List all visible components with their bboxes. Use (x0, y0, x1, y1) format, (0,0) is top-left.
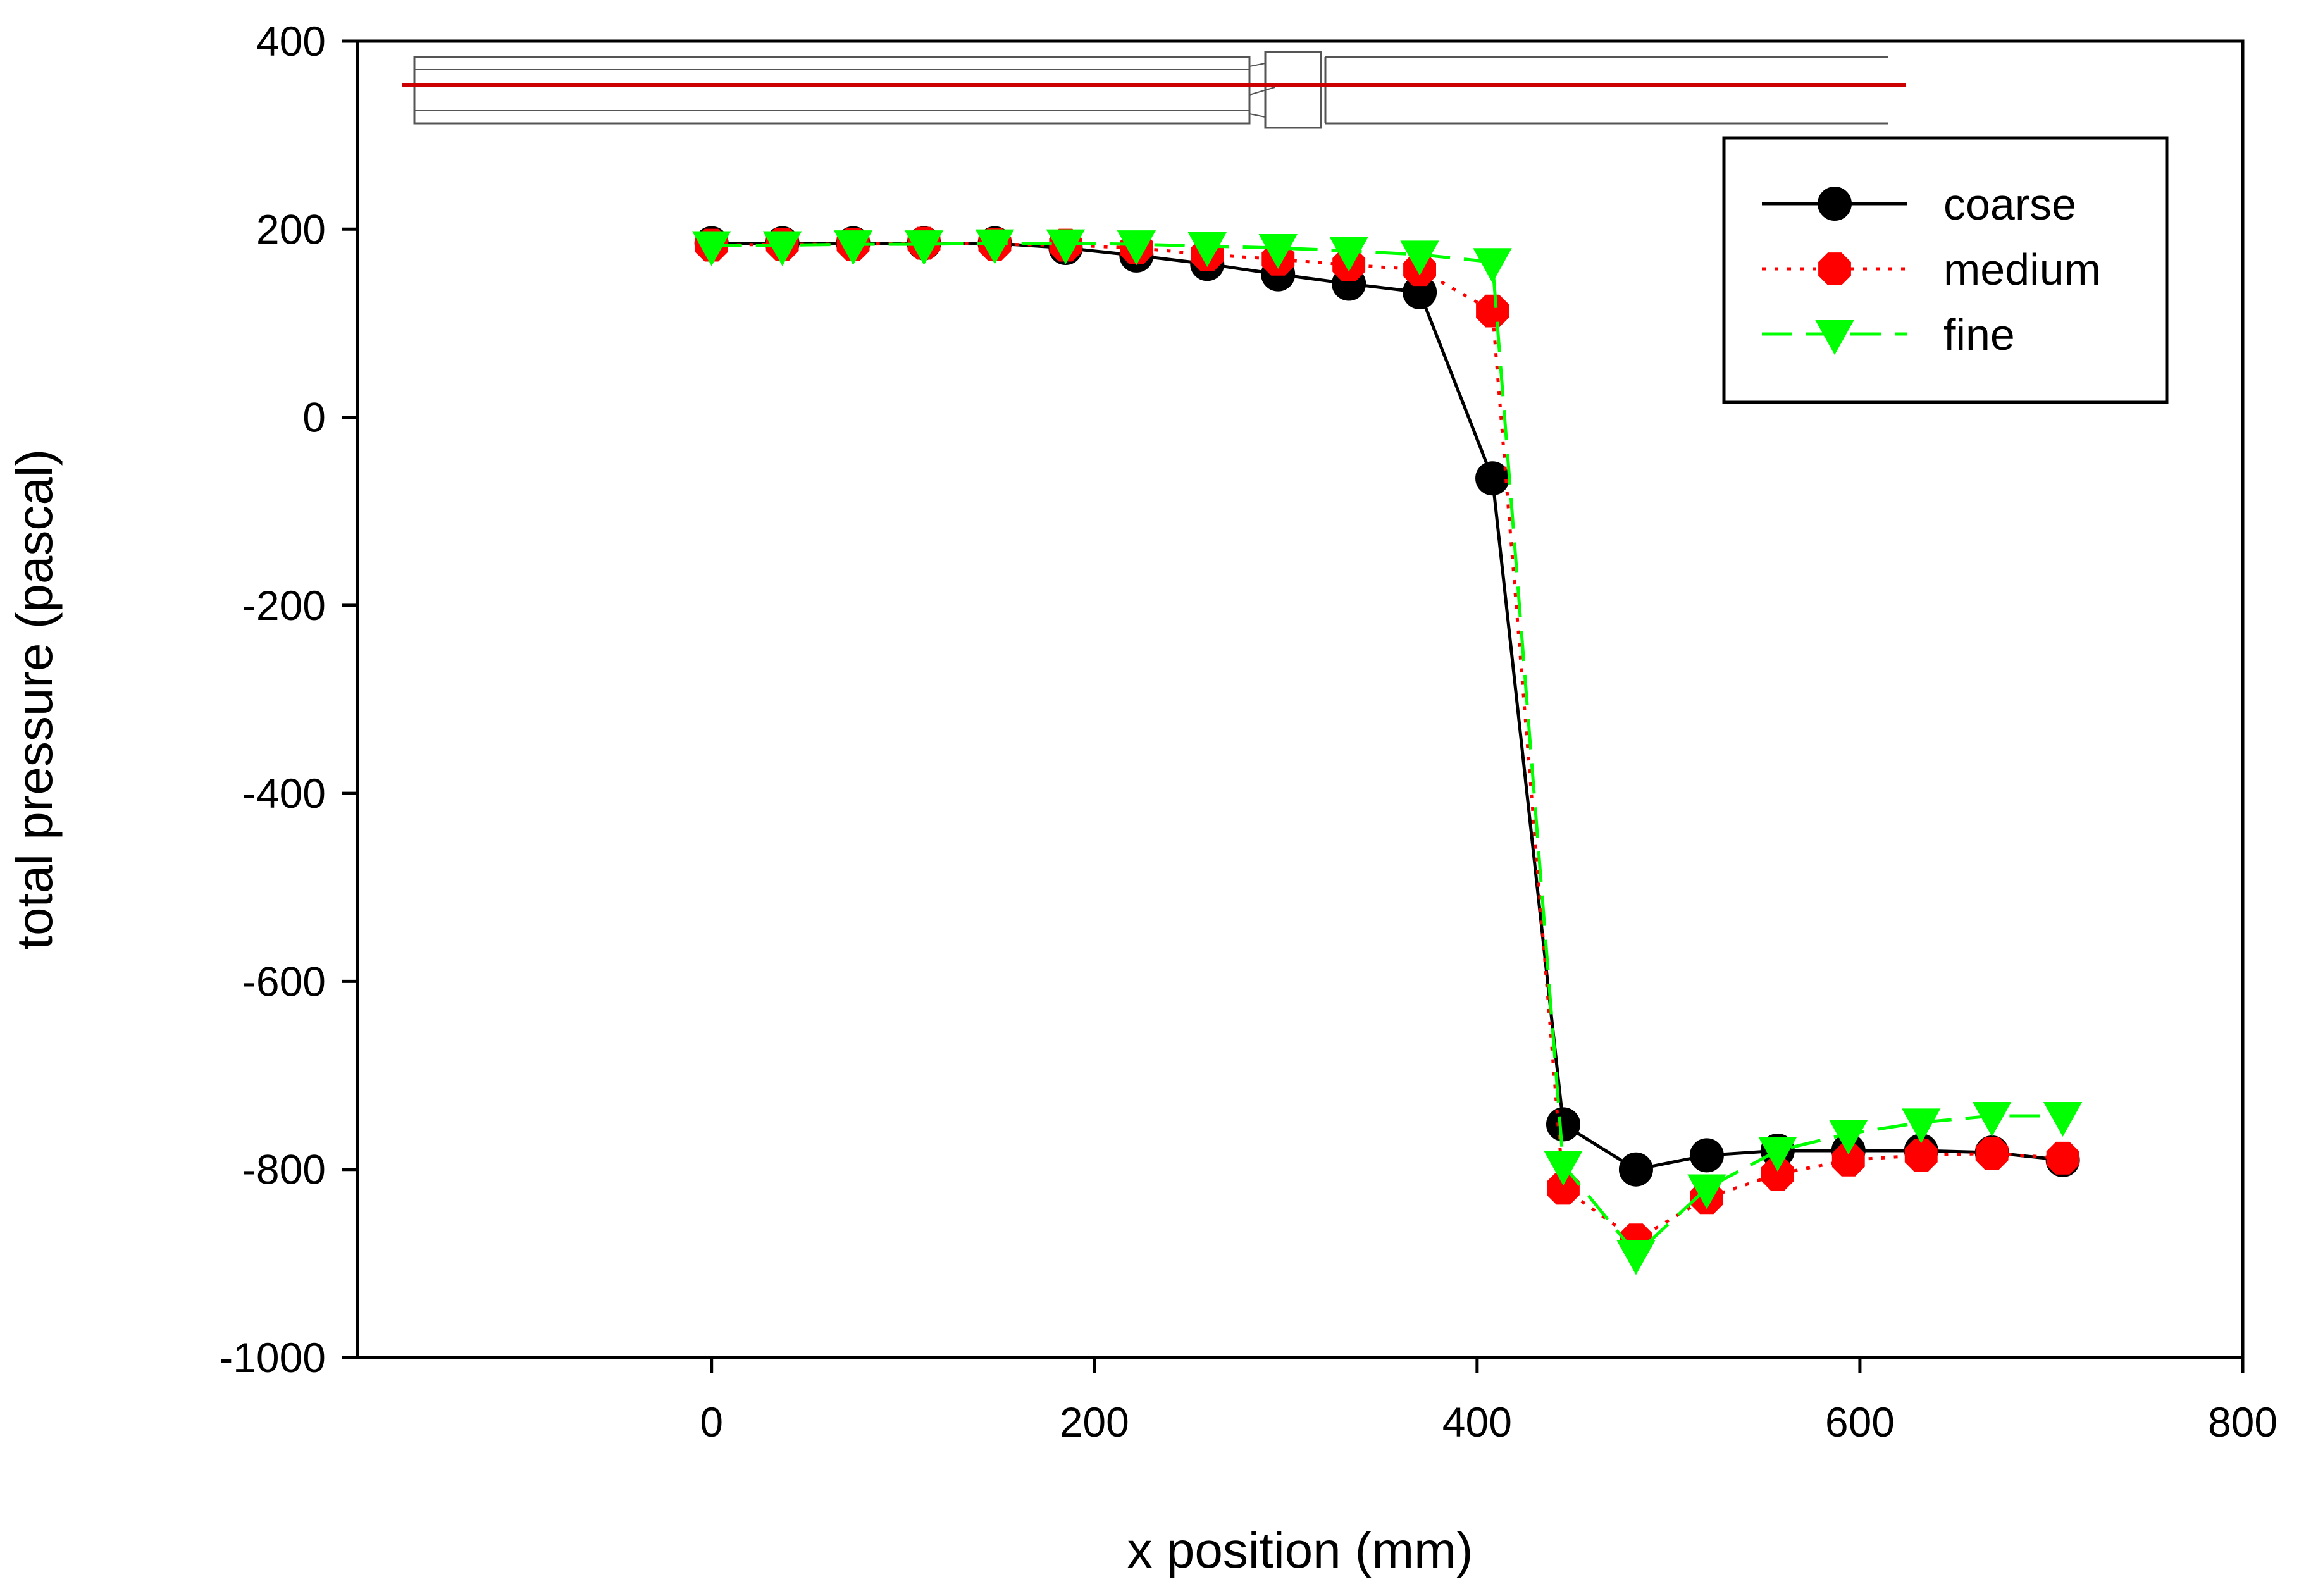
data-point-fine (975, 229, 1015, 264)
data-point-fine (1687, 1174, 1726, 1209)
legend-label-fine: fine (1943, 310, 2015, 359)
data-point-fine (1473, 248, 1512, 283)
legend-box (1722, 136, 2169, 404)
data-point-fine (1258, 234, 1298, 269)
series-line-medium (711, 242, 2063, 1242)
inset-connector-edge-bottom (1249, 113, 1266, 118)
data-point-fine (904, 230, 944, 266)
y-tick-label: 0 (302, 394, 326, 441)
x-tick-label: 0 (700, 1399, 723, 1445)
data-point-fine (1046, 229, 1086, 264)
pipe-schematic-inset (402, 51, 1906, 129)
data-point-coarse (1689, 1138, 1724, 1173)
data-point-medium (2046, 1141, 2079, 1175)
legend: coarse medium fine (1722, 136, 2169, 404)
data-point-fine (691, 231, 731, 266)
x-tick-label: 200 (1060, 1399, 1129, 1445)
data-point-fine (1972, 1101, 2012, 1137)
y-tick-label: 200 (256, 206, 326, 252)
plot-area-frame (356, 39, 2245, 1359)
data-point-coarse (1618, 1152, 1653, 1187)
data-point-fine (833, 230, 873, 266)
legend-label-coarse: coarse (1943, 180, 2076, 229)
data-point-fine (2043, 1101, 2083, 1137)
y-tick-label: -200 (242, 582, 326, 629)
y-tick-label: -1000 (219, 1334, 326, 1381)
legend-marker-fine (1815, 320, 1854, 356)
data-point-medium (1975, 1137, 2009, 1170)
series-fine (691, 229, 2083, 1275)
y-tick-label: 400 (256, 18, 326, 65)
x-axis-title: x position (mm) (1127, 1522, 1473, 1578)
data-point-coarse (1546, 1107, 1580, 1142)
data-point-fine (762, 231, 802, 266)
data-point-fine (1829, 1120, 1868, 1155)
data-point-fine (1544, 1151, 1583, 1186)
data-point-fine (1758, 1136, 1797, 1172)
data-point-medium (1476, 294, 1509, 328)
series-layer (691, 226, 2083, 1275)
y-tick-label: -400 (242, 770, 326, 817)
data-point-medium (1761, 1158, 1794, 1191)
data-point-medium (1831, 1143, 1865, 1177)
legend-label-medium: medium (1943, 245, 2101, 294)
x-tick-label: 800 (2208, 1399, 2277, 1445)
inset-connector-edge-mid (1249, 87, 1275, 96)
axes: -1000 -800 -600 -400 -200 0 200 400 0 200 400 600 80… (219, 18, 2277, 1445)
data-point-fine (1400, 240, 1439, 276)
legend-marker-medium (1818, 252, 1851, 285)
y-axis-title: total pressure (pascal) (6, 449, 63, 950)
data-point-medium (1904, 1139, 1938, 1172)
y-tick-label: -800 (242, 1146, 326, 1193)
inset-pipe-left (413, 56, 1251, 125)
data-point-fine (1616, 1240, 1656, 1275)
data-point-fine (1329, 237, 1368, 272)
data-point-fine (1902, 1108, 1941, 1144)
series-line-fine (711, 242, 2063, 1256)
y-tick-label: -600 (242, 958, 326, 1005)
inset-connector-edge-top (1249, 63, 1266, 67)
data-point-fine (1117, 230, 1156, 266)
x-tick-label: 600 (1825, 1399, 1895, 1445)
x-tick-label: 400 (1442, 1399, 1512, 1445)
legend-marker-coarse (1818, 187, 1852, 221)
data-point-fine (1187, 232, 1227, 268)
